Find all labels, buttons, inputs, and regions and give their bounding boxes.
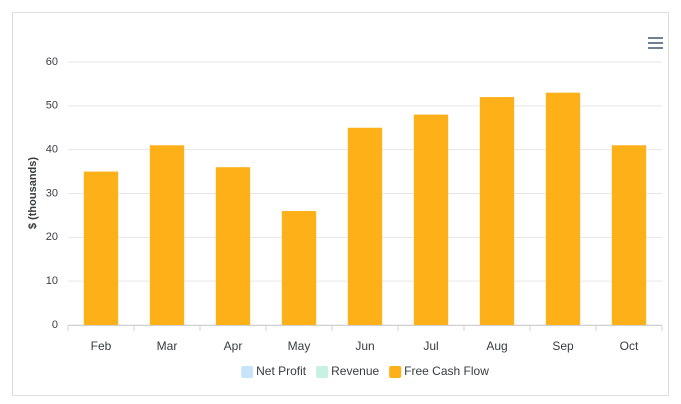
menu-icon[interactable] xyxy=(648,37,663,49)
x-tick-label: Sep xyxy=(552,339,574,353)
y-tick-label: 30 xyxy=(46,187,58,199)
bar xyxy=(83,171,119,325)
bar xyxy=(347,127,383,325)
bar xyxy=(149,145,185,325)
x-tick-label: Jul xyxy=(423,339,438,353)
y-tick-label: 10 xyxy=(46,275,58,287)
x-tick-label: Mar xyxy=(157,339,178,353)
bar xyxy=(479,97,515,325)
x-tick-label: Apr xyxy=(224,339,243,353)
bar xyxy=(215,167,251,325)
legend-label[interactable]: Net Profit xyxy=(256,364,307,378)
bar xyxy=(545,92,581,325)
y-tick-label: 60 xyxy=(46,56,58,68)
y-axis-label: $ (thousands) xyxy=(27,157,39,229)
bar xyxy=(611,145,647,325)
x-tick-label: Oct xyxy=(620,339,639,353)
legend-marker[interactable] xyxy=(316,366,329,378)
legend-marker[interactable] xyxy=(241,366,254,378)
bar xyxy=(281,211,317,325)
x-tick-label: Jun xyxy=(355,339,374,353)
x-tick-label: Aug xyxy=(486,339,507,353)
legend-marker[interactable] xyxy=(389,366,402,378)
y-tick-label: 50 xyxy=(46,100,58,112)
bar xyxy=(413,114,449,325)
y-tick-label: 20 xyxy=(46,231,58,243)
y-tick-label: 0 xyxy=(52,319,58,331)
x-tick-label: Feb xyxy=(91,339,112,353)
y-tick-label: 40 xyxy=(46,144,58,156)
legend-label[interactable]: Free Cash Flow xyxy=(404,364,489,378)
x-tick-label: May xyxy=(288,339,311,353)
legend-label[interactable]: Revenue xyxy=(331,364,379,378)
